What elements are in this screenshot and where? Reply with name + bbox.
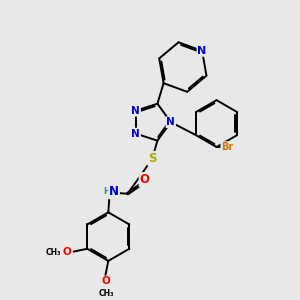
Text: N: N xyxy=(109,185,119,198)
Text: N: N xyxy=(197,46,207,56)
Text: Br: Br xyxy=(221,142,233,152)
Text: O: O xyxy=(101,277,110,286)
Text: CH₃: CH₃ xyxy=(45,248,61,257)
Text: N: N xyxy=(167,117,175,127)
Text: N: N xyxy=(131,106,140,116)
Text: CH₃: CH₃ xyxy=(98,289,114,298)
Text: O: O xyxy=(63,247,72,256)
Text: N: N xyxy=(131,129,140,139)
Text: S: S xyxy=(148,152,157,165)
Text: H: H xyxy=(103,187,110,196)
Text: O: O xyxy=(140,173,150,186)
